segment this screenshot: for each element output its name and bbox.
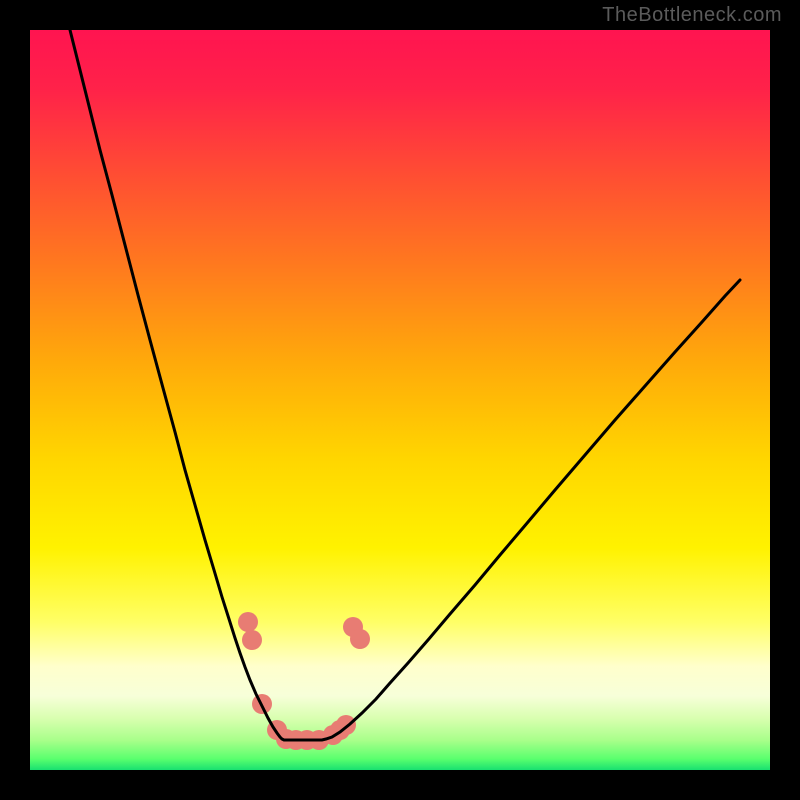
data-marker [238,612,258,632]
watermark-text: TheBottleneck.com [602,4,782,27]
chart-background [30,30,770,770]
bottleneck-chart [30,30,770,770]
data-marker [242,630,262,650]
data-marker [350,629,370,649]
plot-area [30,30,770,770]
